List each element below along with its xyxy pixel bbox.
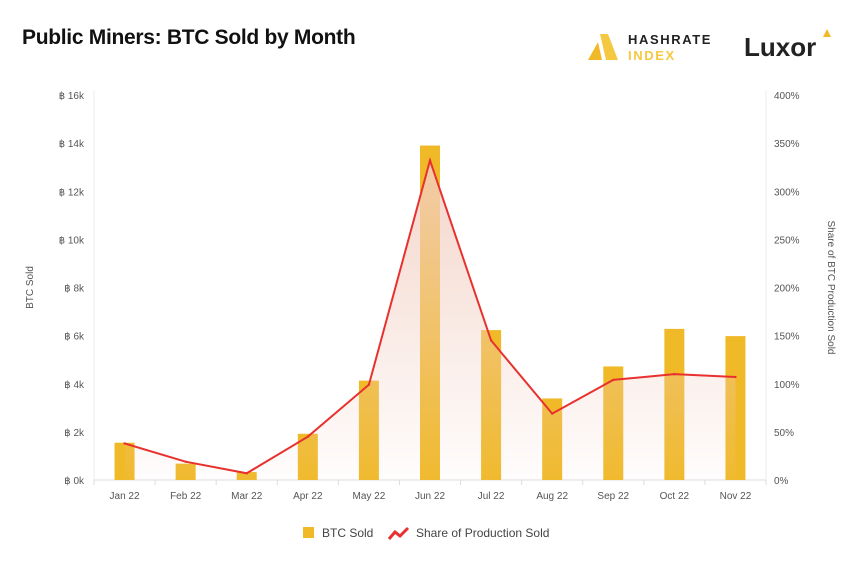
legend-label-share: Share of Production Sold xyxy=(416,526,549,540)
logo-text-hashrate: HASHRATE xyxy=(628,32,712,47)
y-right-tick-label: 100% xyxy=(774,380,800,391)
y-left-tick-label: ฿ 8k xyxy=(64,284,85,295)
share-point xyxy=(245,472,248,475)
share-point xyxy=(550,412,554,415)
y-right-tick-label: 300% xyxy=(774,187,800,198)
logo-text-index: INDEX xyxy=(628,48,676,63)
share-point xyxy=(184,460,187,463)
y-right-tick-label: 250% xyxy=(774,235,800,246)
legend-label-btc-sold: BTC Sold xyxy=(322,526,373,540)
share-area xyxy=(124,160,736,480)
x-tick-label: Mar 22 xyxy=(231,491,263,502)
x-tick-label: Apr 22 xyxy=(293,491,323,502)
x-tick-label: Jun 22 xyxy=(415,491,445,502)
x-tick-label: Sep 22 xyxy=(597,491,629,502)
share-point xyxy=(306,435,310,438)
y-right-tick-label: 350% xyxy=(774,139,800,150)
y-right-tick-label: 0% xyxy=(774,476,789,487)
y-left-tick-label: ฿ 4k xyxy=(64,380,85,391)
legend-bar-swatch xyxy=(303,527,314,538)
logo-text-luxor: Luxor xyxy=(744,32,816,62)
y-left-tick-label: ฿ 10k xyxy=(59,235,85,246)
y-left-tick-label: ฿ 2k xyxy=(64,428,85,439)
x-tick-label: Jul 22 xyxy=(478,491,505,502)
luxor-mark xyxy=(823,29,831,37)
luxor-logo: Luxor xyxy=(744,28,836,67)
x-tick-label: Nov 22 xyxy=(720,491,752,502)
y-left-tick-label: ฿ 6k xyxy=(64,332,85,343)
y-right-tick-label: 200% xyxy=(774,284,800,295)
share-point xyxy=(673,372,676,376)
y-left-axis-title: BTC Sold xyxy=(25,266,36,309)
y-right-tick-label: 50% xyxy=(774,428,794,439)
logo-mark-right xyxy=(600,34,618,60)
share-point xyxy=(489,339,493,342)
y-left-tick-label: ฿ 12k xyxy=(59,187,85,198)
x-tick-label: Jan 22 xyxy=(110,491,140,502)
chart-title: Public Miners: BTC Sold by Month xyxy=(22,26,356,49)
legend-line-swatch xyxy=(387,526,410,540)
y-left-tick-label: ฿ 16k xyxy=(59,91,85,102)
x-tick-label: May 22 xyxy=(353,491,386,502)
y-right-tick-label: 400% xyxy=(774,91,800,102)
hashrate-index-logo: HASHRATE INDEX xyxy=(588,30,718,69)
x-tick-label: Oct 22 xyxy=(660,491,690,502)
x-tick-label: Aug 22 xyxy=(536,491,568,502)
x-tick-label: Feb 22 xyxy=(170,491,202,502)
share-point xyxy=(734,375,737,379)
y-left-tick-label: ฿ 0k xyxy=(64,476,85,487)
y-right-tick-label: 150% xyxy=(774,332,800,343)
share-point xyxy=(367,383,371,386)
logo-mark-left xyxy=(588,42,602,60)
share-point xyxy=(428,159,432,162)
share-point xyxy=(123,442,126,445)
y-left-tick-label: ฿ 14k xyxy=(59,139,85,150)
share-point xyxy=(612,378,615,382)
y-right-axis-title: Share of BTC Production Sold xyxy=(825,221,836,355)
